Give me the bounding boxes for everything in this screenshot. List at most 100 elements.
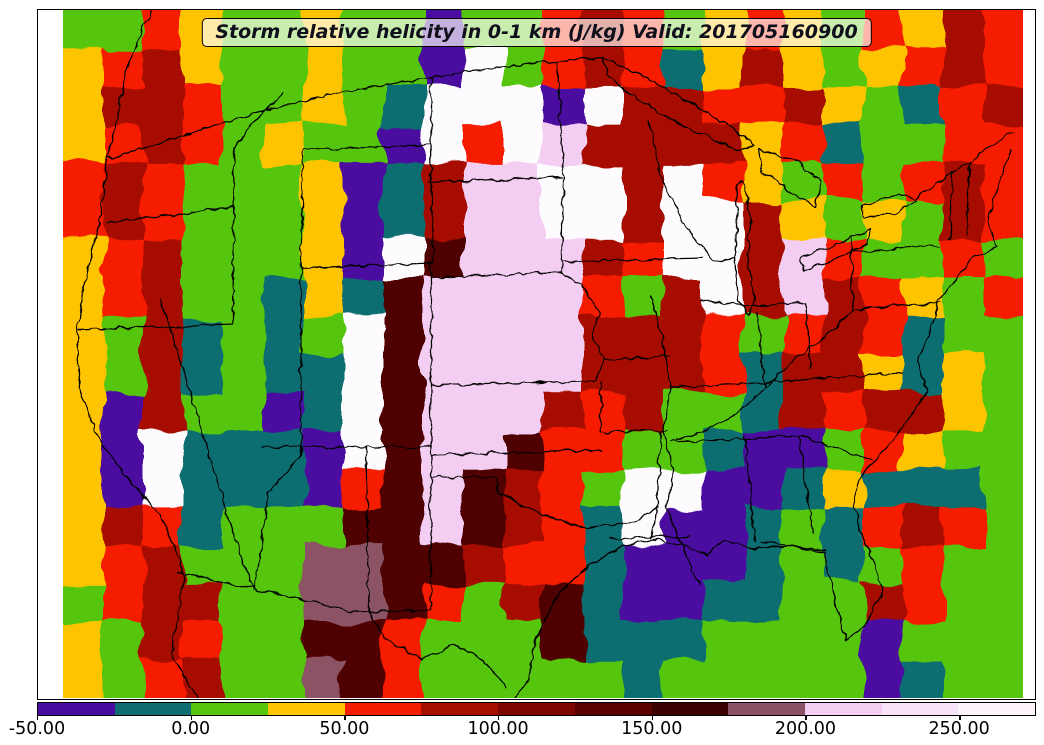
helicity-cell xyxy=(423,506,464,546)
helicity-cell xyxy=(183,583,224,623)
helicity-cell xyxy=(783,354,824,393)
helicity-cell xyxy=(383,354,424,393)
helicity-cell xyxy=(703,48,744,88)
border-path xyxy=(850,239,854,311)
helicity-cell xyxy=(343,506,384,546)
helicity-cell xyxy=(183,506,224,546)
helicity-cell xyxy=(103,86,144,126)
border-path xyxy=(608,535,690,539)
helicity-cell xyxy=(663,315,704,355)
border-path xyxy=(300,149,304,269)
helicity-cell xyxy=(143,545,184,584)
helicity-cell xyxy=(623,201,664,240)
helicity-cell xyxy=(823,315,864,355)
helicity-cell xyxy=(223,162,264,202)
helicity-cell xyxy=(223,430,264,470)
colorbar-segment xyxy=(421,703,499,715)
helicity-cell xyxy=(303,468,344,508)
helicity-cell xyxy=(943,48,984,88)
border-path xyxy=(756,311,766,389)
helicity-cell xyxy=(743,124,784,164)
helicity-cell xyxy=(783,48,824,88)
helicity-cell xyxy=(63,201,104,240)
helicity-cell xyxy=(383,48,424,88)
border-path xyxy=(760,541,826,551)
border-path xyxy=(604,355,670,361)
helicity-cell xyxy=(103,277,144,317)
helicity-cell xyxy=(343,277,384,317)
helicity-cell xyxy=(743,162,784,202)
colorbar-segment xyxy=(344,703,422,715)
helicity-cell xyxy=(343,86,384,126)
border-path xyxy=(107,206,235,223)
colorbar-segment xyxy=(958,703,1035,715)
helicity-cell xyxy=(343,315,384,355)
helicity-cell xyxy=(783,506,824,546)
helicity-cell xyxy=(463,545,504,584)
helicity-cell xyxy=(743,48,784,88)
border-path xyxy=(650,429,662,539)
helicity-cell xyxy=(223,621,264,661)
helicity-cell xyxy=(103,468,144,508)
helicity-cell xyxy=(263,392,304,432)
helicity-cell xyxy=(703,621,744,661)
border-path xyxy=(428,176,562,183)
helicity-cell xyxy=(383,86,424,126)
helicity-cell xyxy=(663,583,704,623)
helicity-cell xyxy=(983,239,1023,279)
helicity-cell xyxy=(783,162,824,202)
border-path xyxy=(365,446,370,613)
helicity-cell xyxy=(623,659,664,698)
colorbar-segment xyxy=(191,703,269,715)
helicity-cell xyxy=(703,583,744,623)
helicity-cell xyxy=(263,277,304,317)
helicity-cell xyxy=(583,315,624,355)
helicity-cell xyxy=(543,354,584,393)
helicity-cell xyxy=(543,48,584,88)
helicity-cell xyxy=(383,124,424,164)
helicity-cell xyxy=(143,659,184,698)
helicity-cell xyxy=(783,201,824,240)
colorbar-tick-label: 150.00 xyxy=(621,719,683,739)
helicity-cell xyxy=(303,583,344,623)
helicity-cell xyxy=(343,583,384,623)
border-path xyxy=(238,551,254,591)
helicity-cell xyxy=(943,621,984,661)
helicity-cell xyxy=(583,48,624,88)
border-path xyxy=(804,301,812,369)
border-path xyxy=(852,245,940,253)
border-path xyxy=(800,227,874,271)
helicity-cell xyxy=(623,621,664,661)
helicity-cell xyxy=(263,48,304,88)
helicity-cell xyxy=(903,277,944,317)
helicity-cell xyxy=(903,506,944,546)
helicity-cell xyxy=(783,124,824,164)
helicity-cell xyxy=(903,545,944,584)
helicity-cell xyxy=(383,583,424,623)
helicity-cell xyxy=(903,621,944,661)
helicity-cell xyxy=(903,468,944,508)
helicity-cell xyxy=(783,86,824,126)
helicity-cell xyxy=(63,506,104,546)
helicity-cell xyxy=(503,162,544,202)
helicity-cell xyxy=(863,659,904,698)
helicity-cell xyxy=(703,392,744,432)
helicity-cell xyxy=(943,315,984,355)
helicity-cell xyxy=(983,392,1023,432)
helicity-cell xyxy=(783,277,824,317)
helicity-cell xyxy=(663,659,704,698)
helicity-cell xyxy=(743,86,784,126)
helicity-cell xyxy=(143,86,184,126)
helicity-cell xyxy=(583,239,624,279)
colorbar-segment xyxy=(728,703,805,715)
helicity-cell xyxy=(303,621,344,661)
helicity-cell xyxy=(183,201,224,240)
helicity-cell xyxy=(143,468,184,508)
helicity-cell xyxy=(183,124,224,164)
helicity-cell xyxy=(543,545,584,584)
helicity-cell xyxy=(343,124,384,164)
helicity-cell xyxy=(903,239,944,279)
border-path xyxy=(734,179,756,317)
colorbar-segment xyxy=(574,703,652,715)
helicity-cell xyxy=(903,354,944,393)
